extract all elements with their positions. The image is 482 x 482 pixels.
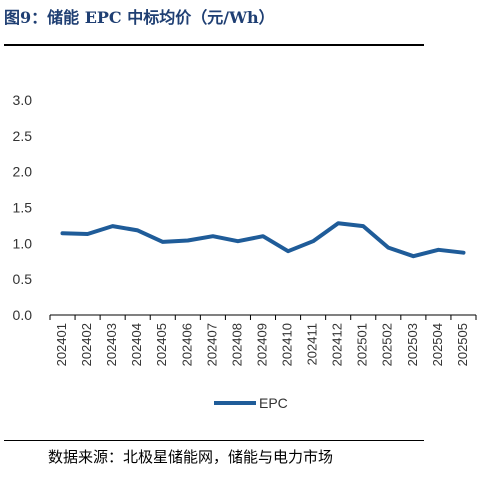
y-tick-label: 1.5 <box>13 200 33 216</box>
y-tick-label: 3.0 <box>13 92 33 108</box>
y-tick-label: 2.0 <box>13 164 33 180</box>
x-tick-label: 202404 <box>129 323 144 366</box>
figure-title: 图9：储能 EPC 中标均价（元/Wh） <box>4 8 275 27</box>
y-tick-label: 1.0 <box>13 235 33 251</box>
plot-area <box>60 221 466 259</box>
x-tick-label: 202402 <box>79 323 94 366</box>
x-tick-label: 202410 <box>279 323 294 366</box>
x-tick-label: 202505 <box>455 323 470 366</box>
y-tick-label: 2.5 <box>13 128 33 144</box>
x-tick-label: 202501 <box>355 323 370 366</box>
x-tick-label: 202407 <box>204 323 219 366</box>
x-tick-label: 202406 <box>179 323 194 366</box>
y-tick-label: 0.5 <box>13 271 33 287</box>
source-note: 数据来源：北极星储能网，储能与电力市场 <box>48 448 334 466</box>
x-tick-label: 202503 <box>405 323 420 366</box>
legend: EPC <box>214 395 288 411</box>
x-tick-label: 202504 <box>430 323 445 366</box>
x-tick-label: 202405 <box>154 323 169 366</box>
series-line <box>60 221 466 259</box>
x-tick-label: 202408 <box>229 323 244 366</box>
legend-label: EPC <box>259 395 288 411</box>
line-chart: 0.0 0.5 1.0 1.5 2.0 2.5 3.0 202401 202402 202403… <box>13 92 477 411</box>
x-tick-label: 202401 <box>54 323 69 366</box>
top-rule <box>4 44 424 46</box>
x-tick-label: 202412 <box>330 323 345 366</box>
x-axis: 202401 202402 202403 202404 202405 202406 2024… <box>49 314 477 366</box>
y-axis: 0.0 0.5 1.0 1.5 2.0 2.5 3.0 <box>13 92 33 323</box>
x-tick-label: 202409 <box>254 323 269 366</box>
x-tick-label: 202502 <box>380 323 395 366</box>
bottom-rule <box>4 440 424 441</box>
x-tick-label: 202411 <box>305 323 320 365</box>
y-tick-label: 0.0 <box>13 307 33 323</box>
x-tick-label: 202403 <box>104 323 119 366</box>
